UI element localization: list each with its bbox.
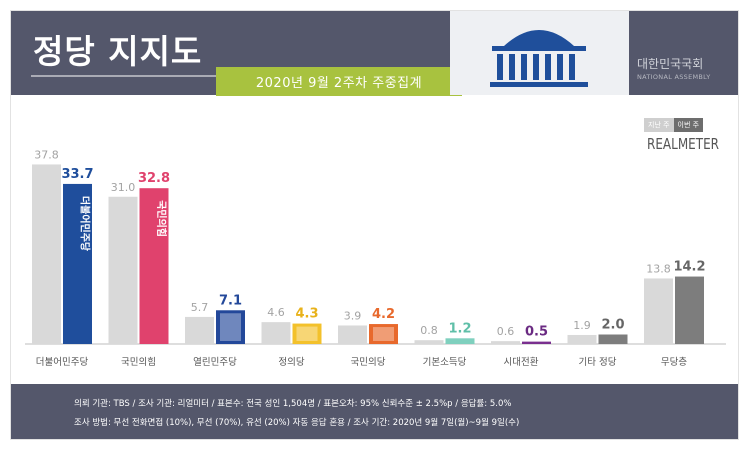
- bar-this-week: [292, 323, 322, 344]
- bar-this-week: [369, 324, 398, 344]
- bar-prev-week: [185, 316, 214, 344]
- assembly-name-kr: 대한민국국회: [637, 57, 704, 71]
- data-label-this-week: 4.2: [372, 307, 395, 322]
- bar-this-week: [598, 334, 628, 344]
- party-logo: 더불어민주당: [79, 196, 92, 252]
- bar-prev-week: [338, 325, 367, 344]
- bar-this-week: [445, 338, 475, 344]
- page-title: 정당 지지도: [33, 32, 203, 71]
- data-label-prev-week: 31.0: [111, 181, 136, 194]
- survey-info-footer: 의뢰 기관: TBS / 조사 기관: 리얼미터 / 표본수: 전국 성인 1,…: [11, 384, 738, 439]
- category-label: 무당층: [661, 357, 687, 368]
- party-logo-mark: [373, 327, 394, 341]
- data-label-prev-week: 3.9: [344, 309, 362, 322]
- category-label: 열린민주당: [193, 357, 237, 368]
- data-label-prev-week: 37.8: [34, 148, 59, 161]
- bar-this-week: [139, 188, 169, 344]
- data-label-prev-week: 13.8: [646, 262, 671, 275]
- data-label-this-week: 2.0: [601, 318, 624, 333]
- category-label: 기타 정당: [579, 357, 617, 368]
- bar-this-week: [63, 183, 92, 344]
- bar-prev-week: [414, 340, 444, 344]
- category-label: 기본소득당: [423, 357, 467, 368]
- party-logo-mark: [220, 313, 241, 341]
- bar-prev-week: [108, 196, 138, 344]
- bar-prev-week: [261, 322, 291, 344]
- category-label: 국민의힘: [121, 357, 156, 368]
- data-label-prev-week: 0.8: [420, 324, 438, 337]
- category-label: 시대전환: [504, 356, 539, 368]
- date-banner: 2020년 9월 2주차 주중집계: [216, 67, 462, 96]
- data-label-prev-week: 1.9: [573, 319, 591, 332]
- bar-prev-week: [644, 278, 673, 344]
- data-label-prev-week: 5.7: [191, 301, 209, 314]
- bar-this-week: [675, 276, 704, 344]
- header: 정당 지지도 2020년 9월 2주차 주중집계 대한민국국회 NATIONAL…: [11, 11, 738, 96]
- legend: 지난 주 이번 주: [644, 118, 704, 132]
- category-label: 더불어민주당: [36, 357, 89, 368]
- party-logo: 국민의힘: [155, 200, 168, 237]
- data-label-this-week: 7.1: [219, 293, 242, 308]
- bar-prev-week: [567, 334, 597, 344]
- bar-this-week: [522, 341, 551, 344]
- party-logo-mark: [296, 326, 318, 341]
- category-label: 정의당: [278, 357, 304, 368]
- survey-info-line-1: 의뢰 기관: TBS / 조사 기관: 리얼미터 / 표본수: 전국 성인 1,…: [74, 399, 512, 409]
- data-label-prev-week: 0.6: [497, 325, 515, 338]
- national-assembly-icon: [490, 30, 588, 87]
- data-label-this-week: 33.7: [61, 167, 93, 182]
- bar-prev-week: [32, 164, 61, 344]
- legend-this-week: 이번 주: [673, 118, 704, 132]
- data-label-this-week: 4.3: [295, 307, 318, 322]
- infographic: 정당 지지도 2020년 9월 2주차 주중집계 대한민국국회 NATIONAL…: [10, 10, 739, 440]
- data-label-prev-week: 4.6: [267, 306, 285, 319]
- title-underline: [31, 75, 241, 77]
- legend-prev-week: 지난 주: [644, 118, 674, 132]
- assembly-logo-panel: [450, 11, 629, 95]
- survey-info-line-2: 조사 방법: 무선 전화면접 (10%), 무선 (70%), 유선 (20%)…: [74, 418, 520, 428]
- data-label-this-week: 32.8: [138, 171, 170, 186]
- bar-this-week: [216, 310, 245, 344]
- category-label: 국민의당: [351, 357, 386, 368]
- assembly-name-panel: [633, 11, 738, 95]
- bar-prev-week: [491, 341, 520, 344]
- assembly-name-en: NATIONAL ASSEMBLY: [637, 73, 711, 81]
- data-label-this-week: 0.5: [525, 325, 548, 340]
- data-label-this-week: 1.2: [448, 321, 471, 336]
- realmeter-logo: REALMETER: [647, 135, 719, 153]
- data-label-this-week: 14.2: [673, 260, 705, 275]
